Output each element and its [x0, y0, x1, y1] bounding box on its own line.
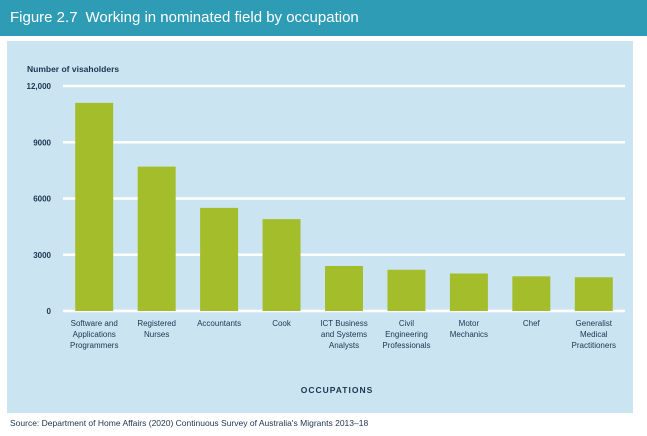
bar [574, 277, 613, 311]
source-note: Source: Department of Home Affairs (2020… [10, 418, 369, 428]
bar-chart: Number of visaholders 0 3000 6000 9000 12,00… [27, 64, 625, 395]
bars [75, 102, 613, 311]
bar [387, 269, 426, 311]
figure-number: Figure 2.7 [10, 9, 78, 26]
y-tick-label: 0 [47, 307, 52, 316]
x-tick-label: Registered Nurses [137, 319, 176, 339]
x-tick-label: ICT Business and Systems Analysts [320, 319, 367, 350]
x-tick-label: Software and Applications Programmers [70, 319, 118, 350]
bar [449, 273, 488, 311]
x-tick-label: Accountants [197, 319, 241, 328]
y-tick-label: 3000 [33, 251, 51, 260]
figure-title: Working in nominated field by occupation [85, 9, 359, 26]
bar [325, 266, 363, 311]
y-tick-label: 9000 [33, 138, 51, 147]
bar [75, 102, 114, 311]
chart-panel: Number of visaholders 0 3000 6000 9000 12,00… [7, 41, 633, 413]
x-axis-ticks: Software and Applications Programmers Regis… [70, 319, 616, 350]
x-tick-label: Civil Engineering Professionals [382, 319, 430, 350]
y-tick-label: 12,000 [27, 82, 52, 91]
bar [512, 276, 551, 311]
x-axis-label: OCCUPATIONS [301, 385, 374, 395]
bar [262, 219, 301, 311]
x-tick-label: Cook [272, 319, 292, 328]
x-tick-label: Generalist Medical Practitioners [572, 319, 616, 350]
x-tick-label: Chef [523, 319, 541, 328]
x-tick-label: Motor Mechanics [450, 319, 488, 339]
y-axis-label: Number of visaholders [27, 64, 119, 74]
y-tick-label: 6000 [33, 195, 51, 204]
figure-header: Figure 2.7 Working in nominated field by … [0, 0, 647, 36]
bar [200, 207, 239, 311]
y-axis-ticks: 0 3000 6000 9000 12,000 [27, 82, 52, 316]
bar [137, 166, 176, 311]
